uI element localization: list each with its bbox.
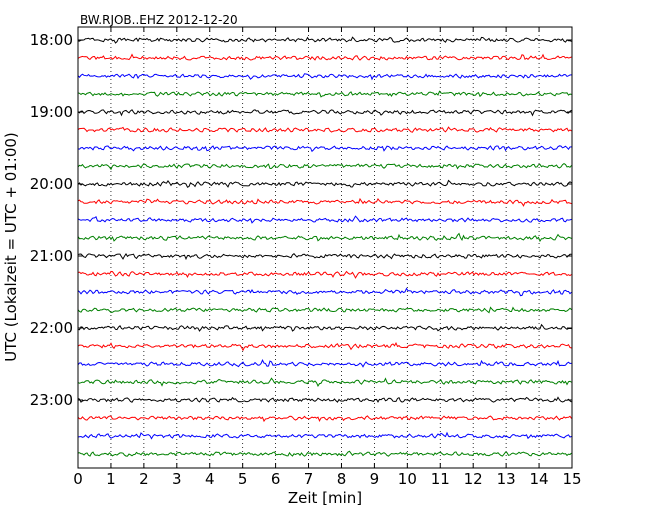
x-tick-label: 4	[205, 470, 215, 488]
x-tick-label: 8	[337, 470, 347, 488]
trace-row-2200	[77, 323, 572, 332]
x-tick-label: 7	[304, 470, 314, 488]
chart-title: BW.RJOB..EHZ 2012-12-20	[80, 13, 238, 27]
x-tick-label: 14	[530, 470, 549, 488]
trace-row-2230	[77, 358, 572, 368]
x-axis-ticks: 0 1 2 3 4 5 6 7 8 9 10 11 12 13 14 15	[73, 27, 582, 488]
x-tick-label: 0	[73, 470, 83, 488]
y-tick-label: 22:00	[30, 319, 73, 337]
trace-row-2000	[77, 179, 572, 188]
trace-row-2045	[77, 232, 572, 243]
trace-row-1945	[77, 163, 572, 171]
trace-row-2300	[77, 396, 572, 403]
trace-row-1800	[77, 36, 572, 44]
x-tick-label: 13	[497, 470, 516, 488]
x-tick-label: 3	[172, 470, 182, 488]
trace-row-2345	[77, 450, 572, 457]
trace-row-1815	[77, 53, 572, 61]
trace-row-1930	[77, 145, 572, 153]
y-axis-ticks: 18:00 19:00 20:00 21:00 22:00 23:00	[30, 31, 572, 409]
trace-row-1900	[77, 109, 572, 117]
x-tick-label: 11	[431, 470, 450, 488]
trace-row-1845	[77, 90, 572, 98]
trace-row-2145	[77, 306, 572, 314]
trace-row-2115	[77, 270, 572, 279]
trace-row-1915	[77, 126, 572, 133]
trace-row-2015	[77, 197, 572, 207]
trace-row-2100	[77, 253, 572, 261]
trace-row-2030	[77, 215, 572, 224]
trace-row-2215	[77, 341, 572, 352]
trace-row-2315	[77, 415, 572, 423]
trace-row-2130	[77, 287, 572, 297]
y-tick-label: 21:00	[30, 247, 73, 265]
trace-row-2330	[77, 431, 572, 440]
seismogram-traces	[77, 36, 572, 457]
x-tick-label: 6	[271, 470, 281, 488]
x-tick-label: 9	[370, 470, 380, 488]
trace-row-1830	[77, 73, 572, 81]
x-tick-label: 10	[398, 470, 417, 488]
x-tick-label: 12	[464, 470, 483, 488]
y-tick-label: 19:00	[30, 103, 73, 121]
x-tick-label: 2	[139, 470, 149, 488]
x-tick-label: 1	[106, 470, 116, 488]
y-tick-label: 20:00	[30, 175, 73, 193]
y-tick-label: 23:00	[30, 391, 73, 409]
y-tick-label: 18:00	[30, 31, 73, 49]
trace-row-2245	[77, 377, 572, 387]
y-axis-label: UTC (Lokalzeit = UTC + 01:00)	[2, 132, 20, 362]
x-tick-label: 15	[562, 470, 581, 488]
x-axis-label: Zeit [min]	[288, 489, 362, 507]
vertical-gridlines	[110, 27, 540, 468]
plot-frame	[77, 26, 573, 469]
x-tick-label: 5	[238, 470, 248, 488]
